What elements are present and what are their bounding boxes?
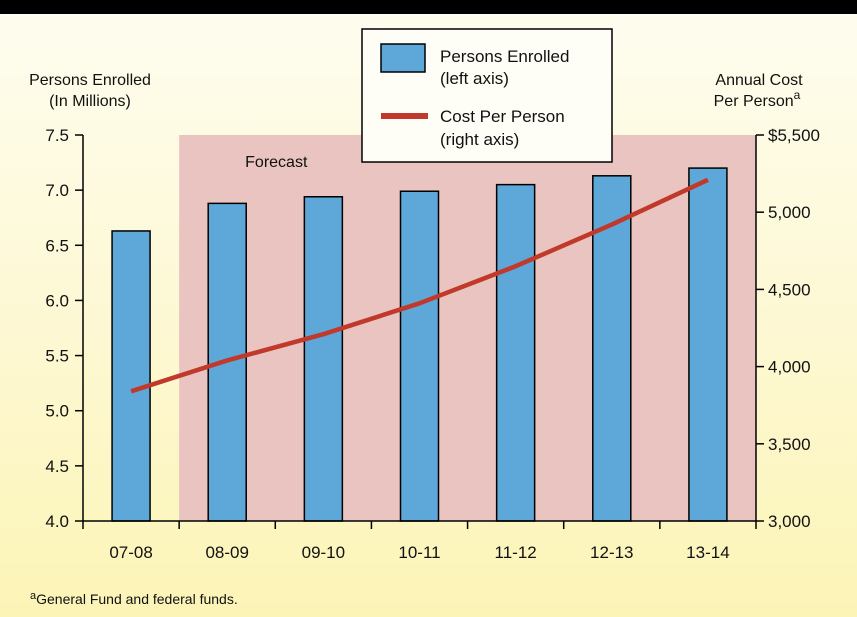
bar-12-13 [592, 175, 632, 522]
legend: Persons Enrolled (left axis) Cost Per Pe… [361, 28, 613, 163]
x-tick-label: 07-08 [109, 543, 152, 562]
forecast-region [179, 135, 757, 521]
left-tick-label: 5.0 [45, 402, 69, 421]
left-tick-label: 4.0 [45, 512, 69, 531]
footnote-marker: a [30, 590, 37, 602]
x-tick-label: 10-11 [398, 543, 440, 562]
left-tick-label: 4.5 [45, 457, 69, 476]
bar-11-12 [495, 183, 536, 522]
left-axis-title-line1: Persons Enrolled [29, 72, 151, 89]
legend-label-cost-per-person: Cost Per Person [440, 107, 565, 126]
top-rule [0, 0, 857, 14]
left-tick-label: 7.0 [45, 181, 69, 200]
right-axis-title-line2: Per Persona [714, 88, 801, 110]
left-axis-title-line2: (In Millions) [49, 93, 131, 110]
bar-07-08 [111, 230, 151, 522]
x-tick-label: 13-14 [686, 543, 729, 562]
right-tick-label: 3,000 [768, 512, 811, 531]
x-tick-label: 12-13 [590, 543, 633, 562]
forecast-label: Forecast [245, 154, 308, 171]
x-tick-label: 08-09 [205, 543, 248, 562]
bar-09-10 [303, 196, 344, 522]
bar-10-11 [399, 190, 440, 522]
footnote: aGeneral Fund and federal funds. [30, 590, 238, 607]
left-tick-label: 5.5 [45, 347, 69, 366]
right-tick-label: 4,000 [768, 358, 811, 377]
footnote-text: General Fund and federal funds. [36, 591, 238, 607]
right-axis-title-superscript: a [794, 88, 801, 102]
right-tick-label: 5,000 [768, 203, 811, 222]
legend-sublabel-persons-enrolled: (left axis) [440, 69, 509, 88]
right-axis-title-text: Per Person [714, 93, 794, 110]
left-tick-label: 7.5 [45, 126, 69, 145]
cost-per-person-line [130, 177, 709, 394]
legend-swatch-persons-enrolled [380, 43, 426, 73]
right-tick-label: 4,500 [768, 280, 811, 299]
left-tick-label: 6.0 [45, 291, 69, 310]
right-tick-label: 3,500 [768, 435, 811, 454]
x-tick-label: 09-10 [302, 543, 345, 562]
legend-label-persons-enrolled: Persons Enrolled [440, 47, 569, 66]
x-tick-label: 11-12 [495, 543, 537, 562]
left-tick-label: 6.5 [45, 236, 69, 255]
legend-sublabel-cost-per-person: (right axis) [440, 130, 519, 149]
right-tick-label: $5,500 [768, 126, 820, 145]
right-axis-title-line1: Annual Cost [715, 72, 803, 89]
bar-13-14 [688, 167, 728, 522]
